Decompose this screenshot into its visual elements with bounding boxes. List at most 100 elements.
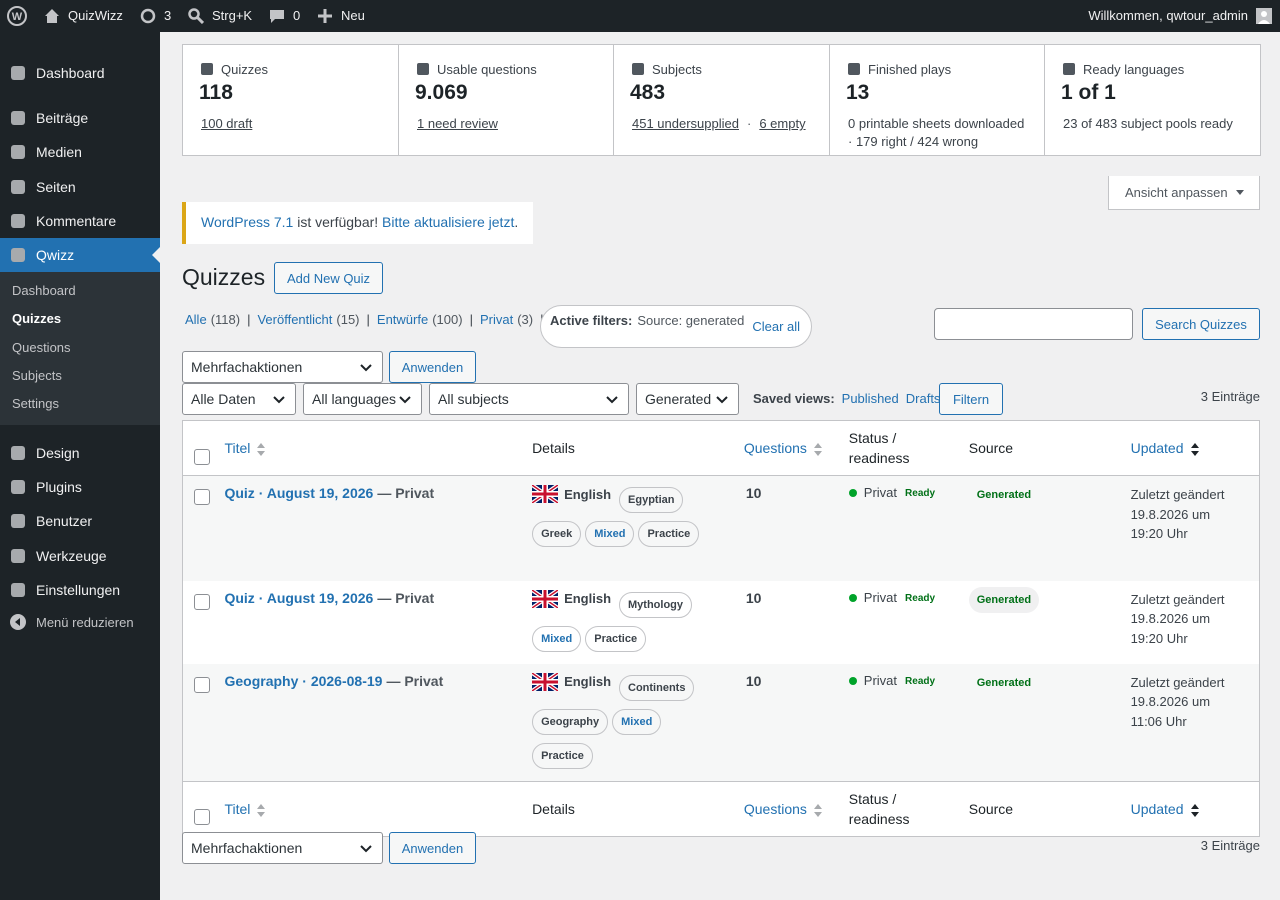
stat-link[interactable]: 100 draft: [201, 116, 253, 131]
stat-label: Finished plays: [868, 61, 952, 77]
column-label[interactable]: Questions: [743, 800, 807, 817]
checkbox[interactable]: [194, 809, 210, 825]
notice-link[interactable]: WordPress 7.1: [201, 214, 294, 230]
menu-item[interactable]: Seiten: [0, 170, 160, 204]
comments-count[interactable]: 0: [293, 8, 301, 23]
saved-view-link[interactable]: Drafts: [905, 391, 941, 406]
check-column: [183, 581, 223, 664]
svg-text:W: W: [12, 11, 23, 23]
menu-item[interactable]: Plugins: [0, 470, 160, 504]
column-label: Details: [532, 800, 575, 817]
language-label: English: [564, 674, 612, 689]
menu-item[interactable]: Einstellungen: [0, 573, 160, 607]
menu-item[interactable]: Beiträge: [0, 101, 160, 135]
avatar[interactable]: [1256, 8, 1272, 24]
post-state: — Privat: [386, 672, 444, 689]
stat-label: Subjects: [652, 61, 702, 77]
new-icon: [318, 9, 332, 23]
status-cell: Privat Ready: [841, 476, 963, 581]
menu-item-current[interactable]: Qwizz: [0, 238, 160, 272]
quiz-title[interactable]: Quiz · August 19, 2026: [224, 485, 374, 501]
quiz-title[interactable]: Quiz · August 19, 2026: [224, 589, 374, 606]
search-button[interactable]: Search Quizzes: [1142, 308, 1260, 340]
column-label[interactable]: Titel: [224, 800, 251, 817]
quiz-title[interactable]: Geography · 2026-08-19: [224, 672, 383, 689]
saved-view-link[interactable]: Published: [841, 391, 899, 406]
bulk-actions-top[interactable]: Mehrfachaktionen: [182, 351, 383, 383]
view-link[interactable]: Entwürfe: [376, 312, 429, 327]
menu-icon: [11, 66, 25, 80]
dropdown-arrow: [1235, 190, 1244, 195]
column-header: Questions: [736, 781, 841, 836]
view-link[interactable]: Veröffentlicht: [257, 312, 333, 327]
checkbox[interactable]: [194, 676, 210, 693]
flag: [532, 485, 559, 503]
submenu-item[interactable]: Dashboard: [12, 283, 76, 298]
updates-count[interactable]: 3: [164, 8, 172, 23]
column-label[interactable]: Questions: [743, 440, 807, 456]
search-shortcut[interactable]: Strg+K: [212, 8, 253, 23]
filter-select[interactable]: Generated: [636, 383, 739, 415]
stat-value: 13: [846, 81, 870, 104]
menu-item[interactable]: Design: [0, 436, 160, 470]
checkbox[interactable]: [194, 448, 210, 465]
submenu-item[interactable]: Questions: [12, 340, 71, 355]
checkbox[interactable]: [194, 593, 210, 610]
stat-label-row: Quizzes: [199, 61, 382, 77]
quiz-row: Quiz · August 19, 2026— Privat English Egy…: [182, 475, 1260, 581]
stat-link[interactable]: 451 undersupplied: [632, 116, 739, 131]
filter-select[interactable]: All languages: [303, 383, 422, 415]
post-state: — Privat: [377, 485, 435, 501]
submenu-item[interactable]: Subjects: [12, 368, 62, 383]
collapse-menu[interactable]: Menü reduzieren: [0, 605, 160, 639]
updates-icon: [140, 8, 156, 24]
status-dot: [848, 676, 857, 685]
menu-item[interactable]: Werkzeuge: [0, 539, 160, 573]
new-content[interactable]: Neu: [341, 8, 365, 23]
bulk-label: Mehrfachaktionen: [191, 840, 303, 856]
quiz-table: Titel Details Questions Status / readiness S…: [182, 420, 1260, 837]
stat-link[interactable]: 1 need review: [417, 116, 498, 131]
stat-icon: [848, 63, 860, 75]
stat-line: 0 printable sheets downloaded: [848, 116, 1025, 131]
wp-logo[interactable]: W: [7, 6, 27, 26]
questions-cell: 10: [745, 589, 762, 606]
menu-item[interactable]: Benutzer: [0, 504, 160, 538]
bulk-actions-bottom[interactable]: Mehrfachaktionen: [182, 832, 383, 864]
separator: ·: [746, 116, 752, 131]
filter-select[interactable]: Alle Daten: [182, 383, 296, 415]
menu-item[interactable]: Dashboard: [0, 56, 160, 90]
notice-action[interactable]: Bitte aktualisiere jetzt: [382, 214, 515, 230]
notice-text: ist verfügbar!: [293, 214, 383, 230]
filter-button[interactable]: Filtern: [939, 383, 1003, 415]
submenu-item[interactable]: Settings: [12, 396, 59, 411]
subject-tag: Mixed: [532, 625, 582, 652]
view-link[interactable]: Privat: [479, 312, 514, 327]
apply-button[interactable]: Anwenden: [389, 832, 476, 864]
clear-filters[interactable]: Clear all: [752, 319, 801, 334]
menu-label: Einstellungen: [36, 582, 121, 598]
stat-link[interactable]: 6 empty: [759, 116, 806, 131]
site-name[interactable]: QuizWizz: [68, 8, 123, 23]
submenu-item[interactable]: Quizzes: [12, 311, 62, 326]
greeting[interactable]: Willkommen, qwtour_admin: [1088, 8, 1248, 23]
source-badge: Generated: [976, 676, 1032, 689]
checkbox[interactable]: [194, 489, 210, 505]
add-new-button[interactable]: Add New Quiz: [274, 262, 383, 294]
screen-options[interactable]: Ansicht anpassen: [1108, 176, 1260, 210]
view-link[interactable]: Alle: [185, 312, 207, 327]
menu-item[interactable]: Medien: [0, 135, 160, 169]
item-count: 3 Einträge: [1200, 838, 1260, 853]
apply-button[interactable]: Anwenden: [389, 351, 476, 383]
filter-select[interactable]: All subjects: [429, 383, 629, 415]
menu-label: Benutzer: [36, 513, 93, 529]
stat-value: 118: [199, 81, 233, 104]
search-input[interactable]: [934, 308, 1133, 340]
menu-item[interactable]: Kommentare: [0, 204, 160, 238]
updated-cell: Zuletzt geändert 19.8.2026 um 19:20 Uhr: [1123, 581, 1260, 664]
collapse-icon: [10, 614, 26, 630]
column-label[interactable]: Updated: [1130, 800, 1184, 817]
column-label[interactable]: Updated: [1130, 440, 1184, 456]
column-label[interactable]: Titel: [224, 440, 251, 456]
